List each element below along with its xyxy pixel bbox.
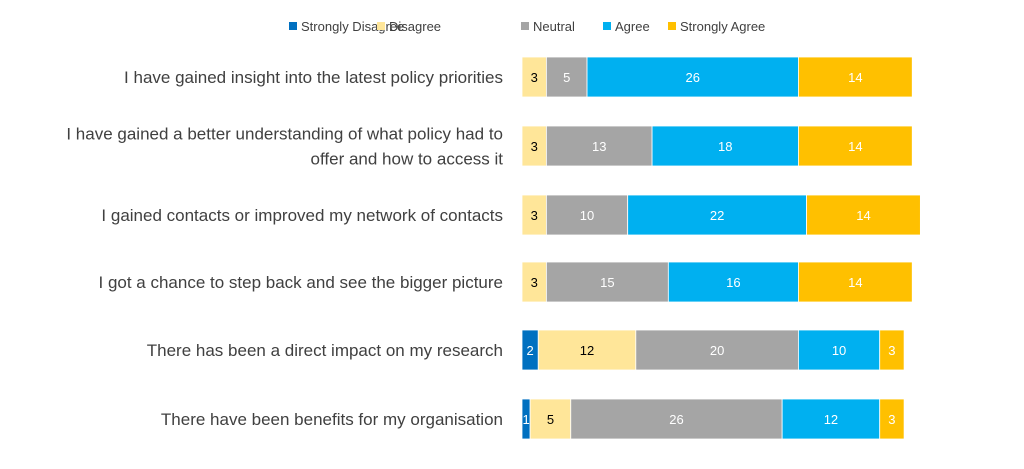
bar-segment (798, 56, 913, 98)
bars: 3 5 26 143 13 18 143 10 22 143 15 16 142 12 20 10 31 5 26 1… (521, 56, 921, 440)
legend-item: Neutral (521, 19, 575, 34)
category-label: I have gained insight into the latest po… (124, 68, 503, 87)
legend-item: Strongly Agree (668, 19, 765, 34)
bar-segment (781, 398, 881, 440)
category-label: I have gained a better understanding of … (66, 125, 503, 144)
data-label: 14 (848, 139, 862, 154)
category-labels: I have gained insight into the latest po… (66, 68, 503, 429)
category-label: offer and how to access it (311, 150, 504, 169)
data-label: 14 (848, 275, 862, 290)
data-label: 10 (832, 343, 846, 358)
bar-segment (798, 261, 913, 303)
data-label: 14 (856, 208, 870, 223)
bar-segment (798, 125, 913, 167)
data-label: 26 (685, 70, 699, 85)
category-label: There have been benefits for my organisa… (161, 410, 503, 429)
data-label: 5 (547, 412, 554, 427)
data-label: 3 (888, 343, 895, 358)
data-label: 22 (710, 208, 724, 223)
data-label: 3 (531, 208, 538, 223)
legend-swatch (603, 22, 611, 30)
legend-swatch (289, 22, 297, 30)
data-label: 5 (563, 70, 570, 85)
legend-swatch (521, 22, 529, 30)
bar-segment (570, 398, 783, 440)
data-label: 3 (888, 412, 895, 427)
bar-segment (529, 398, 572, 440)
category-label: I got a chance to step back and see the … (99, 273, 504, 292)
legend-label: Neutral (533, 19, 575, 34)
legend-label: Strongly Agree (680, 19, 765, 34)
data-label: 26 (669, 412, 683, 427)
bar-segment (635, 329, 799, 371)
data-label: 15 (600, 275, 614, 290)
data-label: 18 (718, 139, 732, 154)
bar-segment (879, 329, 905, 371)
bar-segment (545, 194, 629, 236)
bar-segment (667, 261, 799, 303)
data-label: 14 (848, 70, 862, 85)
legend-swatch (377, 22, 385, 30)
bar-segment (651, 125, 799, 167)
data-label: 20 (710, 343, 724, 358)
data-label: 3 (531, 139, 538, 154)
data-label: 2 (527, 343, 534, 358)
bar-segment (521, 56, 547, 98)
bar-segment (537, 329, 637, 371)
legend-label: Agree (615, 19, 650, 34)
bar-segment (586, 56, 799, 98)
bar-segment (806, 194, 921, 236)
data-label: 12 (824, 412, 838, 427)
data-label: 3 (531, 70, 538, 85)
data-label: 12 (580, 343, 594, 358)
legend-item: Disagree (377, 19, 441, 34)
bar-segment (521, 194, 547, 236)
data-label: 10 (580, 208, 594, 223)
data-label: 16 (726, 275, 740, 290)
bar-segment (545, 56, 588, 98)
category-label: There has been a direct impact on my res… (147, 341, 503, 360)
data-label: 13 (592, 139, 606, 154)
data-label: 3 (531, 275, 538, 290)
legend-item: Strongly Disagree (289, 19, 404, 34)
bar-segment (545, 261, 669, 303)
category-label: I gained contacts or improved my network… (101, 206, 503, 225)
data-label: 1 (522, 412, 529, 427)
bar-segment (521, 261, 547, 303)
legend-swatch (668, 22, 676, 30)
legend-item: Agree (603, 19, 650, 34)
legend-label: Disagree (389, 19, 441, 34)
bar-segment (798, 329, 881, 371)
bar-segment (879, 398, 905, 440)
